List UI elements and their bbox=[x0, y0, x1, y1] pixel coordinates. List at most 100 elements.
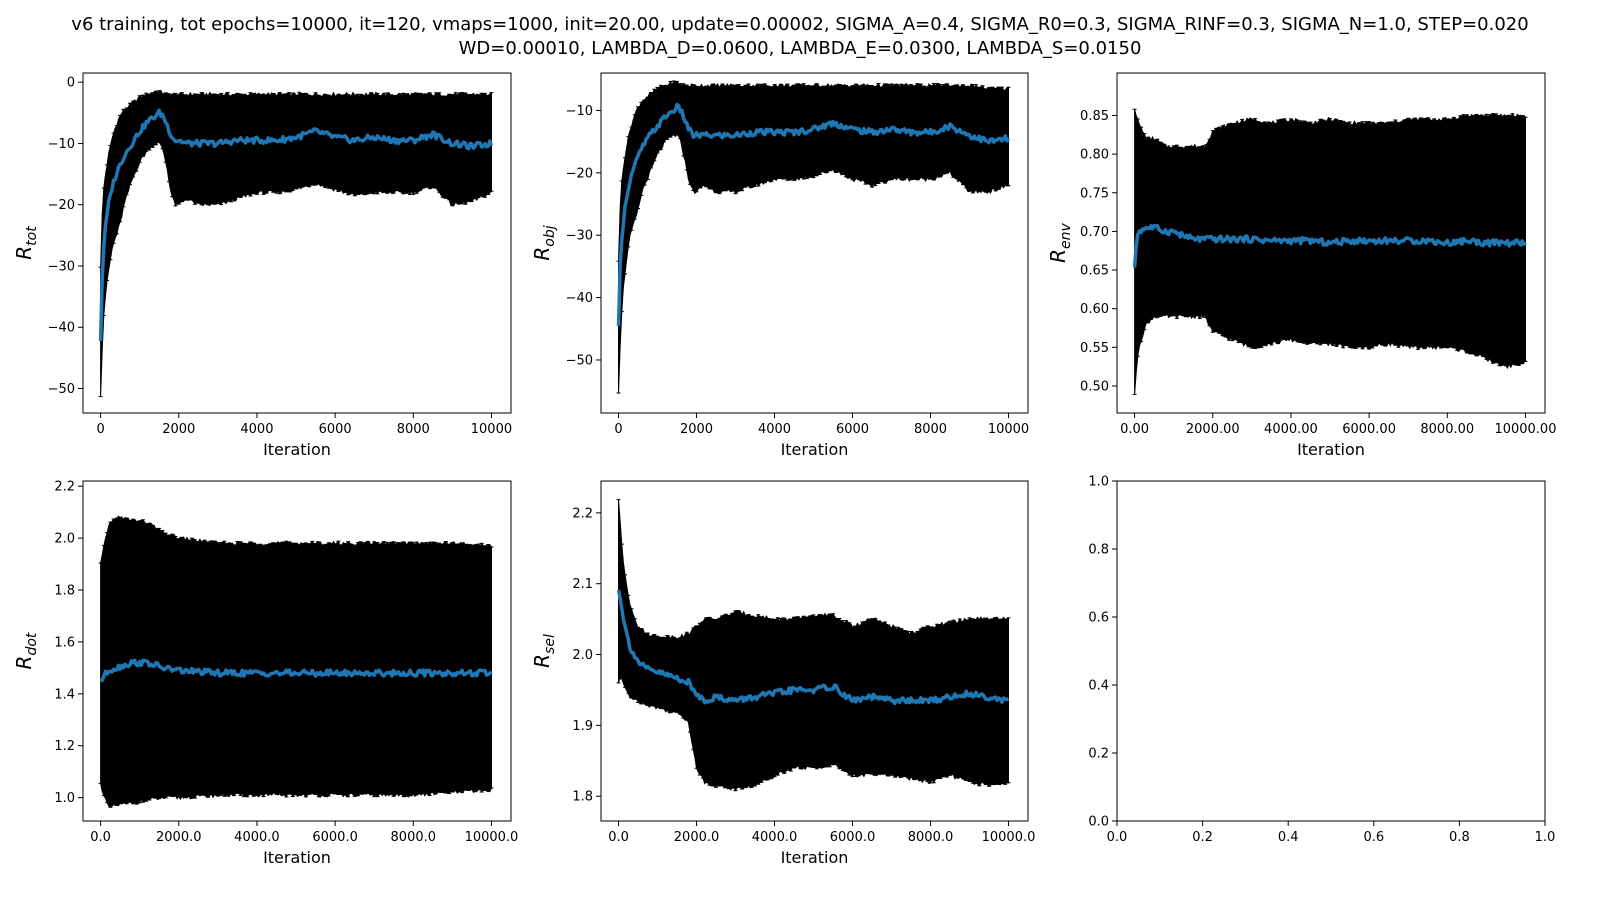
y-tick-label: −40 bbox=[566, 291, 593, 306]
y-tick-label: 0.80 bbox=[1080, 148, 1109, 163]
error-bar-caps bbox=[98, 516, 494, 808]
x-tick-label: 6000.0 bbox=[312, 830, 358, 845]
x-tick-label: 0.8 bbox=[1449, 830, 1470, 845]
x-tick-label: 2000 bbox=[162, 422, 195, 437]
x-tick-label: 0.00 bbox=[1120, 422, 1149, 437]
mean-line bbox=[616, 102, 1011, 326]
y-tick-label: 0.55 bbox=[1080, 341, 1109, 356]
plot-area bbox=[1132, 108, 1528, 395]
y-axis-label: Rtot bbox=[12, 226, 40, 260]
mean-line bbox=[98, 108, 494, 341]
x-axis-label: Iteration bbox=[781, 848, 849, 867]
x-tick-label: 0.0 bbox=[90, 830, 111, 845]
y-tick-label: 1.8 bbox=[572, 790, 593, 805]
subplot-2: 0 2000 4000 6000 8000 10000 −50 −40 −30 −20 −10 Ite… bbox=[530, 72, 1029, 459]
y-tick-label: −40 bbox=[48, 321, 75, 336]
x-tick-label: 6000 bbox=[319, 422, 352, 437]
y-tick-label: 0.70 bbox=[1080, 225, 1109, 240]
y-tick-label: 1.8 bbox=[54, 584, 75, 599]
y-tick-label: 0.75 bbox=[1080, 186, 1109, 201]
x-tick-label: 0.2 bbox=[1192, 830, 1213, 845]
x-tick-label: 2000.00 bbox=[1186, 422, 1240, 437]
y-tick-label: −20 bbox=[566, 166, 593, 181]
y-tick-label: 1.6 bbox=[54, 635, 75, 650]
mean-line bbox=[99, 658, 493, 683]
x-tick-label: 10000.0 bbox=[982, 830, 1036, 845]
y-tick-label: 1.0 bbox=[54, 791, 75, 806]
x-axis-label: Iteration bbox=[781, 440, 849, 459]
y-tick-label: 0.50 bbox=[1080, 379, 1109, 394]
axes-frame bbox=[82, 72, 512, 414]
x-tick-label: 10000.0 bbox=[465, 830, 519, 845]
subplot-6: 0.0 0.2 0.4 0.6 0.8 1.0 0.0 0.2 0.4 0.6 0.8 1.0 bbox=[1088, 475, 1555, 846]
axes-frame bbox=[600, 72, 1029, 414]
y-tick-label: 0.85 bbox=[1080, 109, 1109, 124]
subplot-1: 0 2000 4000 6000 8000 10000 −50 −40 −30 −20 −10 0 It… bbox=[12, 72, 512, 459]
y-axis-label: Rsel bbox=[530, 634, 558, 668]
x-tick-label: 4000.0 bbox=[752, 830, 798, 845]
figure-title-line-2: WD=0.00010, LAMBDA_D=0.0600, LAMBDA_E=0.… bbox=[458, 38, 1142, 59]
y-axis-label: Rdot bbox=[12, 632, 40, 669]
axes-frame bbox=[1116, 480, 1546, 822]
mean-line bbox=[616, 589, 1010, 706]
y-tick-label: 0 bbox=[67, 76, 75, 91]
x-tick-label: 6000 bbox=[836, 422, 869, 437]
y-tick-label: 0.0 bbox=[1088, 815, 1109, 830]
error-band bbox=[618, 499, 1009, 792]
error-bar-caps bbox=[98, 90, 494, 398]
plot-area bbox=[98, 89, 494, 398]
error-bar-caps bbox=[1132, 108, 1528, 395]
y-tick-label: 1.4 bbox=[54, 687, 75, 702]
x-tick-label: 2000.0 bbox=[674, 830, 720, 845]
error-bar-caps bbox=[616, 80, 1011, 394]
y-tick-label: −50 bbox=[566, 353, 593, 368]
subplot-5: 0.0 2000.0 4000.0 6000.0 8000.0 10000.0 1.8 1.9… bbox=[530, 480, 1036, 867]
y-tick-label: 0.2 bbox=[1088, 747, 1109, 762]
error-bar-caps bbox=[616, 499, 1011, 792]
x-tick-label: 0.0 bbox=[608, 830, 629, 845]
y-tick-label: 0.4 bbox=[1088, 679, 1109, 694]
axes-frame bbox=[82, 480, 512, 822]
y-axis-label: Robj bbox=[530, 225, 558, 260]
y-tick-label: −10 bbox=[566, 104, 593, 119]
y-tick-label: −30 bbox=[48, 259, 75, 274]
y-tick-label: 2.0 bbox=[54, 532, 75, 547]
y-tick-label: 0.8 bbox=[1088, 543, 1109, 558]
x-tick-label: 2000 bbox=[680, 422, 713, 437]
x-tick-label: 6000.00 bbox=[1342, 422, 1396, 437]
y-tick-label: −10 bbox=[48, 137, 75, 152]
y-tick-label: −50 bbox=[48, 382, 75, 397]
y-axis-label: Renv bbox=[1046, 222, 1074, 262]
x-axis-label: Iteration bbox=[1297, 440, 1365, 459]
x-tick-label: 4000 bbox=[758, 422, 791, 437]
x-tick-label: 0 bbox=[614, 422, 622, 437]
plot-area bbox=[616, 80, 1011, 394]
plot-area bbox=[616, 499, 1011, 792]
y-tick-label: 0.6 bbox=[1088, 611, 1109, 626]
x-tick-label: 0.6 bbox=[1363, 830, 1384, 845]
y-tick-label: 1.2 bbox=[54, 739, 75, 754]
x-tick-label: 8000.00 bbox=[1420, 422, 1474, 437]
x-tick-label: 8000.0 bbox=[391, 830, 437, 845]
y-tick-label: 2.2 bbox=[54, 480, 75, 495]
x-tick-label: 8000 bbox=[914, 422, 947, 437]
subplot-3: 0.00 2000.00 4000.00 6000.00 8000.00 10000.00… bbox=[1046, 72, 1556, 459]
x-tick-label: 10000 bbox=[988, 422, 1029, 437]
x-axis-label: Iteration bbox=[263, 848, 331, 867]
mean-line bbox=[1132, 223, 1527, 268]
y-tick-label: 2.1 bbox=[572, 577, 593, 592]
axes-frame bbox=[1116, 72, 1546, 414]
figure-title-line-1: v6 training, tot epochs=10000, it=120, v… bbox=[71, 14, 1529, 35]
x-tick-label: 4000.00 bbox=[1264, 422, 1318, 437]
x-tick-label: 0.0 bbox=[1107, 830, 1128, 845]
x-tick-label: 8000.0 bbox=[908, 830, 954, 845]
y-tick-label: 2.0 bbox=[572, 648, 593, 663]
y-tick-label: 2.2 bbox=[572, 506, 593, 521]
x-tick-label: 4000 bbox=[240, 422, 273, 437]
x-axis-label: Iteration bbox=[263, 440, 331, 459]
error-band bbox=[1134, 109, 1526, 395]
y-tick-label: 1.9 bbox=[572, 719, 593, 734]
x-tick-label: 10000 bbox=[471, 422, 512, 437]
x-tick-label: 8000 bbox=[397, 422, 430, 437]
